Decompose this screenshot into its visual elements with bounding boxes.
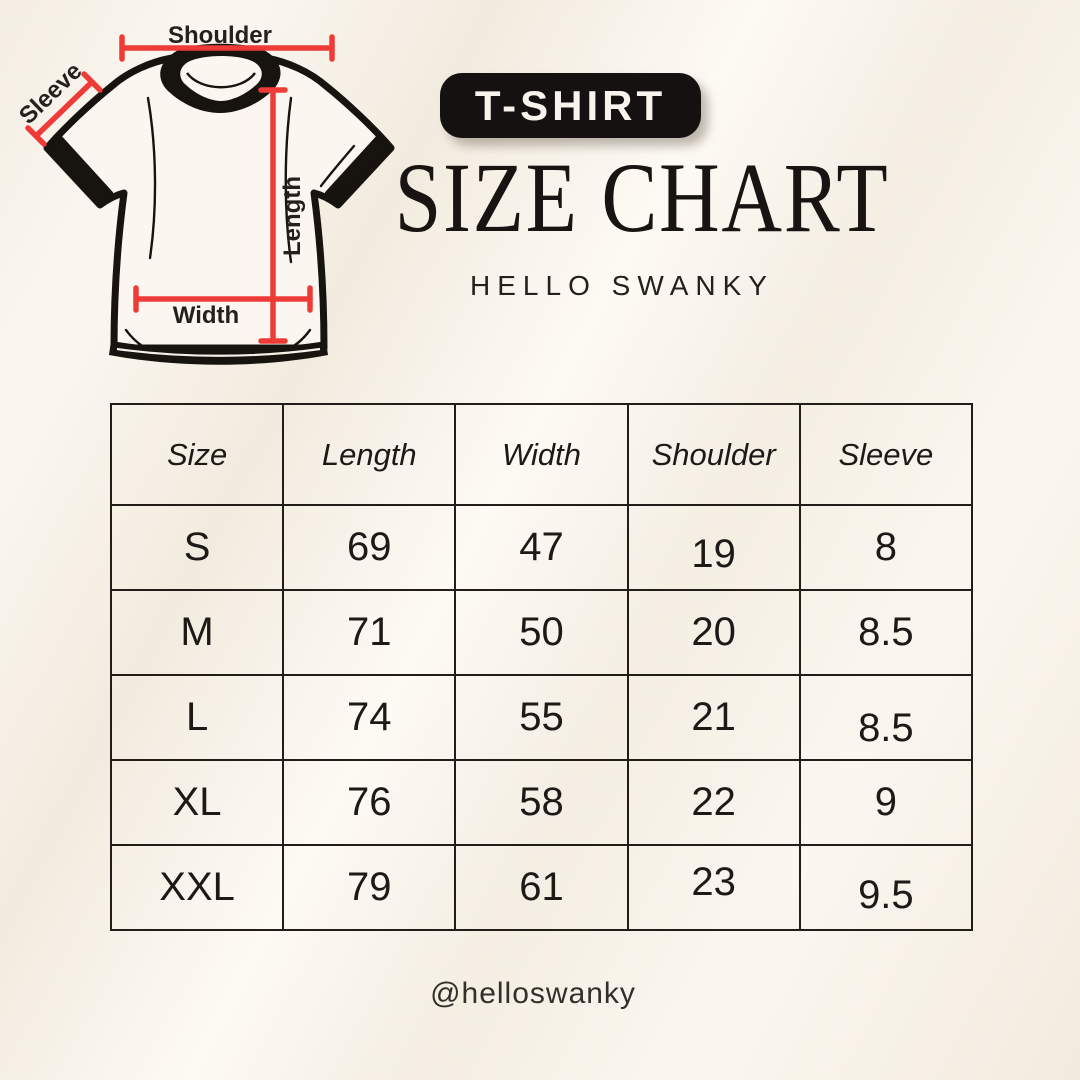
- dimension-lines: [25, 34, 335, 344]
- table-cell: S: [109, 504, 285, 591]
- column-header-sleeve: Sleeve: [798, 403, 974, 506]
- left-cuff: [45, 134, 113, 207]
- table-cell: 23: [626, 844, 801, 931]
- table-cell: L: [109, 674, 285, 761]
- page-title: SIZE CHART: [394, 142, 890, 253]
- column-header-shoulder: Shoulder: [626, 403, 801, 506]
- table-cell: 8.5: [798, 674, 974, 761]
- column-header-size: Size: [109, 403, 285, 506]
- width-label: Width: [173, 302, 239, 329]
- bottom-hem: [109, 341, 328, 365]
- column-header-length: Length: [282, 403, 457, 506]
- table-cell: 61: [454, 844, 629, 931]
- table-cell: 47: [454, 504, 629, 591]
- table-cell: 8: [798, 504, 974, 591]
- social-handle: @helloswanky: [430, 977, 636, 1010]
- table-row-m: M 71 50 20 8.5: [109, 589, 974, 676]
- table-cell: 76: [282, 759, 457, 846]
- tshirt-badge: T-SHIRT: [440, 73, 701, 138]
- table-cell: 58: [454, 759, 629, 846]
- table-cell: 69: [282, 504, 457, 591]
- table-cell: 20: [626, 589, 801, 676]
- brand-name: HELLO SWANKY: [470, 270, 774, 301]
- header-row: Size Length Width Shoulder Sleeve: [109, 403, 974, 506]
- table-row-s: S 69 47 19 8: [109, 504, 974, 591]
- table-cell: 71: [282, 589, 457, 676]
- table-cell: 22: [626, 759, 801, 846]
- table-cell: 9.5: [798, 844, 974, 931]
- column-header-width: Width: [454, 403, 629, 506]
- table-cell: 8.5: [798, 589, 974, 676]
- tshirt-diagram-svg: Shoulder Width Length Sleeve: [14, 22, 395, 365]
- length-label: Length: [279, 176, 306, 256]
- table-row-l: L 74 55 21 8.5: [109, 674, 974, 761]
- table-row-xl: XL 76 58 22 9: [109, 759, 974, 846]
- collar-rim-line: [186, 72, 256, 89]
- tshirt-body: [43, 44, 395, 352]
- hem-stitch-line: [116, 347, 321, 357]
- table-row-xxl: XXL 79 61 23 9.5: [109, 844, 974, 931]
- table-cell: 79: [282, 844, 457, 931]
- table-cell: XXL: [109, 844, 285, 931]
- table-cell: M: [109, 589, 285, 676]
- table-cell: 50: [454, 589, 629, 676]
- table-cell: 74: [282, 674, 457, 761]
- table-cell: XL: [109, 759, 285, 846]
- table-cell: 19: [626, 504, 801, 591]
- tshirt-measurement-diagram: Shoulder Width Length Sleeve: [0, 0, 430, 400]
- sleeve-dimension-line: [33, 79, 95, 139]
- size-table: Size Length Width Shoulder Sleeve S 69 4…: [109, 403, 974, 931]
- table-cell: 9: [798, 759, 974, 846]
- table-cell: 55: [454, 674, 629, 761]
- shoulder-label: Shoulder: [168, 22, 272, 49]
- right-cuff: [325, 134, 393, 207]
- collar-opening: [180, 56, 262, 101]
- table-cell: 21: [626, 674, 801, 761]
